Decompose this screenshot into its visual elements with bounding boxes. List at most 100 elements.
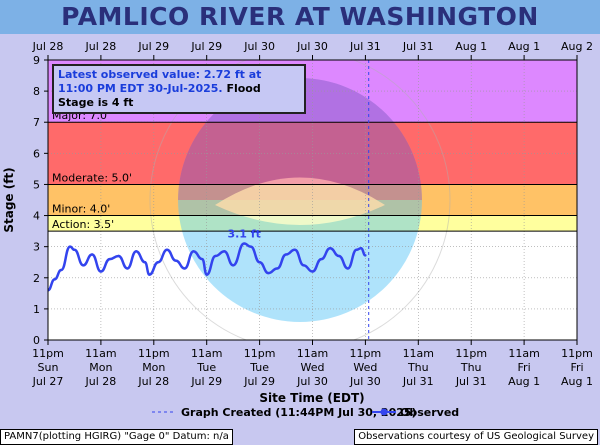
top-tick-label-8: Aug 1: [455, 40, 487, 53]
observed-point-37: [355, 248, 358, 251]
flood-band-label-3: Action: 3.5': [52, 218, 114, 231]
hydrograph-chart: Major: 7.0'Moderate: 5.0'Minor: 4.0'Acti…: [2, 40, 593, 419]
top-tick-label-0: Jul 28: [32, 40, 64, 53]
x-tick-label-9-0: 11am: [508, 347, 539, 360]
top-tick-label-9: Aug 1: [508, 40, 540, 53]
peak-label: 3.1 ft: [227, 228, 260, 241]
x-tick-label-8-1: Thu: [460, 361, 482, 374]
observations-credit: Observations courtesy of US Geological S…: [354, 429, 598, 445]
observed-point-21: [214, 254, 217, 258]
top-tick-label-4: Jul 30: [243, 40, 275, 53]
y-tick-label-2: 2: [33, 272, 40, 285]
x-tick-label-2-1: Mon: [142, 361, 165, 374]
x-tick-label-5-2: Jul 30: [296, 375, 328, 388]
x-tick-label-3-1: Tue: [196, 361, 216, 374]
y-tick-label-9: 9: [33, 54, 40, 67]
gage-datum-note: PAMN7(plotting HGIRG) "Gage 0" Datum: n/…: [0, 429, 233, 445]
observed-point-36: [346, 267, 349, 270]
legend-observed-label: Observed: [400, 406, 459, 419]
observed-point-4: [73, 248, 76, 251]
observed-point-27: [267, 271, 270, 275]
top-tick-label-5: Jul 30: [296, 40, 328, 53]
x-tick-label-10-1: Fri: [570, 361, 583, 374]
x-tick-label-7-2: Jul 31: [402, 375, 434, 388]
observed-point-25: [249, 245, 252, 248]
x-tick-label-1-0: 11am: [85, 347, 116, 360]
x-tick-label-1-2: Jul 28: [85, 375, 117, 388]
latest-observation-box: Latest observed value: 2.72 ft at 11:00 …: [52, 64, 306, 114]
observed-point-24: [242, 242, 246, 245]
x-tick-label-4-1: Tue: [249, 361, 269, 374]
x-tick-label-5-0: 11am: [297, 347, 328, 360]
observed-point-8: [108, 257, 111, 261]
observed-point-2: [60, 268, 63, 272]
legend: Graph Created (11:44PM Jul 30, 2025) Obs…: [152, 406, 459, 419]
y-axis-title: Stage (ft): [2, 167, 16, 232]
legend-observed-dot: [380, 408, 388, 416]
observed-point-29: [284, 253, 288, 256]
observed-point-3: [68, 245, 72, 248]
observed-point-32: [311, 270, 314, 273]
top-tick-label-3: Jul 29: [190, 40, 222, 53]
observed-point-33: [320, 257, 323, 261]
flood-band-label-2: Minor: 4.0': [52, 203, 110, 216]
top-tick-label-7: Jul 31: [402, 40, 434, 53]
observed-point-35: [337, 254, 341, 258]
x-tick-label-2-0: 11pm: [138, 347, 170, 360]
series-observed-line: [48, 242, 366, 292]
x-tick-label-4-0: 11pm: [244, 347, 276, 360]
x-tick-label-3-0: 11am: [191, 347, 222, 360]
x-tick-label-3-2: Jul 29: [190, 375, 222, 388]
title-bar: PAMLICO RIVER AT WASHINGTON: [0, 0, 600, 34]
x-tick-label-6-1: Wed: [353, 361, 377, 374]
x-tick-label-6-0: 11pm: [350, 347, 382, 360]
observed-point-12: [143, 261, 147, 264]
latest-observed-text: Latest observed value: 2.72 ft at 11:00 …: [58, 68, 262, 95]
x-tick-label-9-2: Aug 1: [508, 375, 540, 388]
x-tick-label-6-2: Jul 30: [349, 375, 381, 388]
legend-graph-created-label: Graph Created (11:44PM Jul 30, 2025): [181, 406, 417, 419]
observed-point-38: [359, 247, 363, 250]
observed-point-13: [148, 273, 151, 276]
x-tick-label-8-0: 11pm: [455, 347, 487, 360]
x-tick-label-8-2: Jul 31: [455, 375, 487, 388]
top-tick-label-10: Aug 2: [561, 40, 593, 53]
observed-point-18: [192, 250, 195, 253]
observed-point-19: [201, 257, 204, 261]
observed-point-39: [364, 254, 367, 257]
observed-point-28: [276, 267, 279, 270]
observed-point-34: [328, 247, 332, 250]
x-tick-label-0-1: Sun: [38, 361, 59, 374]
observed-point-1: [53, 278, 56, 281]
x-axis-title: Site Time (EDT): [259, 391, 364, 405]
observed-point-31: [302, 264, 305, 267]
x-tick-label-1-1: Mon: [89, 361, 112, 374]
observed-point-7: [99, 270, 103, 273]
x-tick-label-2-2: Jul 28: [137, 375, 169, 388]
x-tick-label-10-0: 11pm: [561, 347, 593, 360]
x-tick-label-5-1: Wed: [301, 361, 325, 374]
y-tick-label-6: 6: [33, 147, 40, 160]
observed-point-26: [258, 261, 261, 264]
observed-point-22: [223, 250, 226, 253]
observed-point-10: [126, 267, 129, 270]
observed-point-20: [205, 273, 208, 276]
top-tick-label-6: Jul 31: [349, 40, 381, 53]
x-tick-label-9-1: Fri: [518, 361, 531, 374]
x-tick-label-7-1: Thu: [407, 361, 429, 374]
observed-point-17: [183, 267, 186, 270]
y-tick-label-8: 8: [33, 85, 40, 98]
y-tick-label-0: 0: [33, 334, 40, 347]
y-tick-label-5: 5: [33, 178, 40, 191]
observed-point-11: [134, 250, 138, 253]
x-tick-label-0-2: Jul 27: [32, 375, 64, 388]
observed-point-6: [90, 253, 94, 256]
top-tick-label-1: Jul 28: [85, 40, 117, 53]
observed-point-30: [293, 248, 297, 251]
x-tick-label-4-2: Jul 29: [243, 375, 275, 388]
observed-point-9: [117, 254, 120, 258]
x-tick-label-7-0: 11am: [403, 347, 434, 360]
y-tick-label-3: 3: [33, 241, 40, 254]
x-tick-label-0-0: 11pm: [32, 347, 64, 360]
observed-point-16: [174, 259, 178, 262]
